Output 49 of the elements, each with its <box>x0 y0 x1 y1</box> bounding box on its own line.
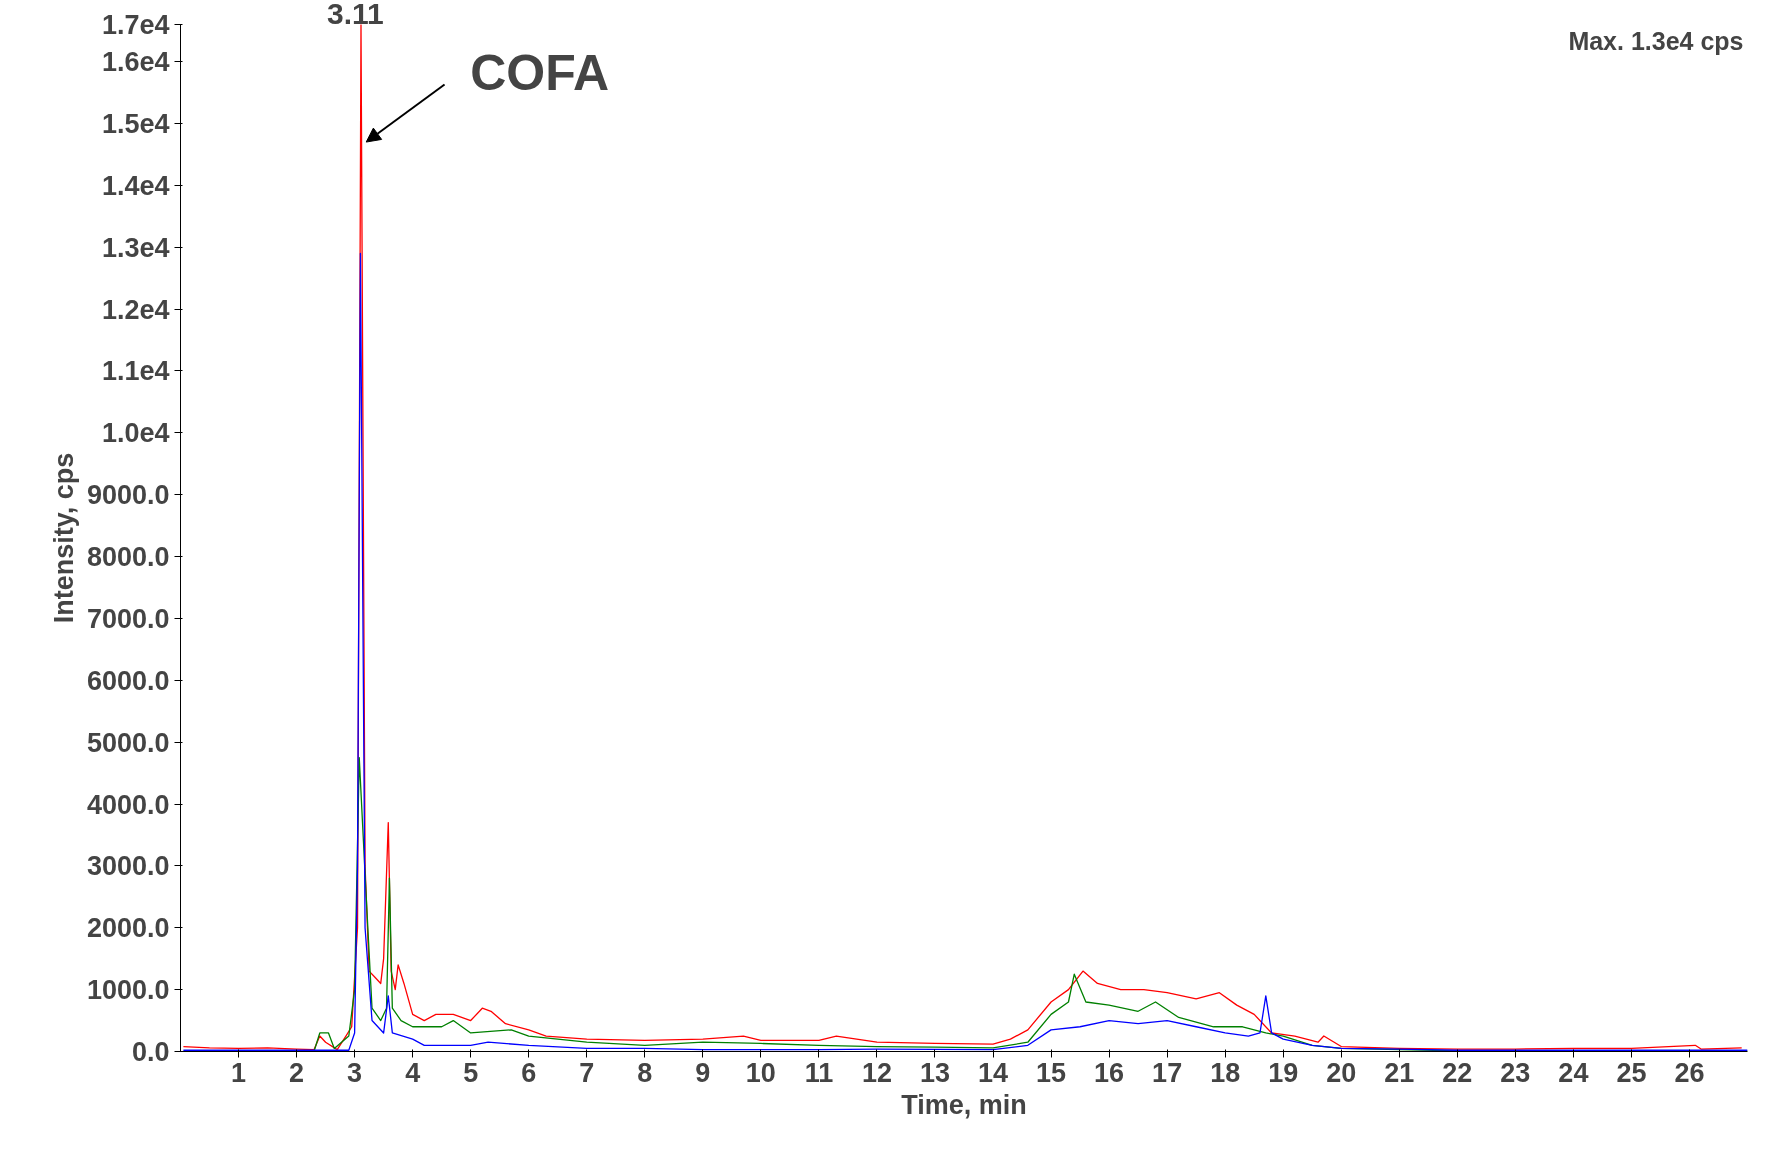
x-tick-label: 22 <box>1442 1057 1473 1088</box>
y-tick-label: 1.1e4 <box>101 356 170 387</box>
x-tick-label: 24 <box>1558 1057 1589 1088</box>
y-tick-label: 1.6e4 <box>101 47 170 78</box>
x-tick-label: 9 <box>695 1057 711 1088</box>
x-tick-label: 10 <box>745 1057 776 1088</box>
x-tick-label: 1 <box>231 1057 247 1088</box>
x-axis-title: Time, min <box>901 1089 1027 1120</box>
x-tick-label: 4 <box>405 1057 421 1088</box>
x-tick-label: 7 <box>579 1057 595 1088</box>
x-tick-label: 18 <box>1210 1057 1241 1088</box>
y-tick-label: 9000.0 <box>86 480 170 511</box>
y-tick-label: 1.4e4 <box>101 170 170 201</box>
x-tick-label: 3 <box>347 1057 363 1088</box>
y-tick-label: 6000.0 <box>86 665 170 696</box>
y-tick-label: 4000.0 <box>86 789 170 820</box>
y-tick-label: 5000.0 <box>86 727 170 758</box>
x-tick-label: 26 <box>1674 1057 1705 1088</box>
x-tick-label: 19 <box>1268 1057 1299 1088</box>
annotation: Max. 1.3e4 cps <box>1568 26 1744 55</box>
x-tick-label: 15 <box>1036 1057 1067 1088</box>
y-tick-label: 1.7e4 <box>101 10 170 40</box>
x-tick-label: 16 <box>1094 1057 1125 1088</box>
x-tick-label: 20 <box>1326 1057 1357 1088</box>
y-tick-label: 1.0e4 <box>101 418 170 449</box>
x-tick-label: 5 <box>463 1057 479 1088</box>
x-tick-label: 6 <box>521 1057 537 1088</box>
x-tick-label: 13 <box>919 1057 951 1088</box>
y-tick-label: 0.0 <box>131 1037 170 1067</box>
y-tick-label: 1.5e4 <box>101 108 170 139</box>
annotation: 3.11 <box>327 0 384 30</box>
y-tick-label: 7000.0 <box>86 603 170 634</box>
x-tick-label: 17 <box>1152 1057 1183 1088</box>
x-tick-label: 21 <box>1384 1057 1415 1088</box>
x-tick-label: 11 <box>804 1057 834 1088</box>
y-tick-label: 8000.0 <box>86 542 170 573</box>
y-axis-title: Intensity, cps <box>48 452 79 624</box>
y-tick-label: 1.2e4 <box>101 294 170 325</box>
y-tick-label: 3000.0 <box>86 851 170 882</box>
y-tick-label: 2000.0 <box>86 913 170 944</box>
x-tick-label: 23 <box>1500 1057 1531 1088</box>
x-tick-label: 25 <box>1616 1057 1647 1088</box>
x-tick-label: 2 <box>289 1057 305 1088</box>
y-tick-label: 1000.0 <box>86 975 170 1006</box>
annotation: COFA <box>470 44 610 101</box>
y-tick-label: 1.3e4 <box>101 232 170 263</box>
x-tick-label: 8 <box>637 1057 653 1088</box>
x-tick-label: 12 <box>861 1057 892 1088</box>
x-tick-label: 14 <box>978 1057 1009 1088</box>
